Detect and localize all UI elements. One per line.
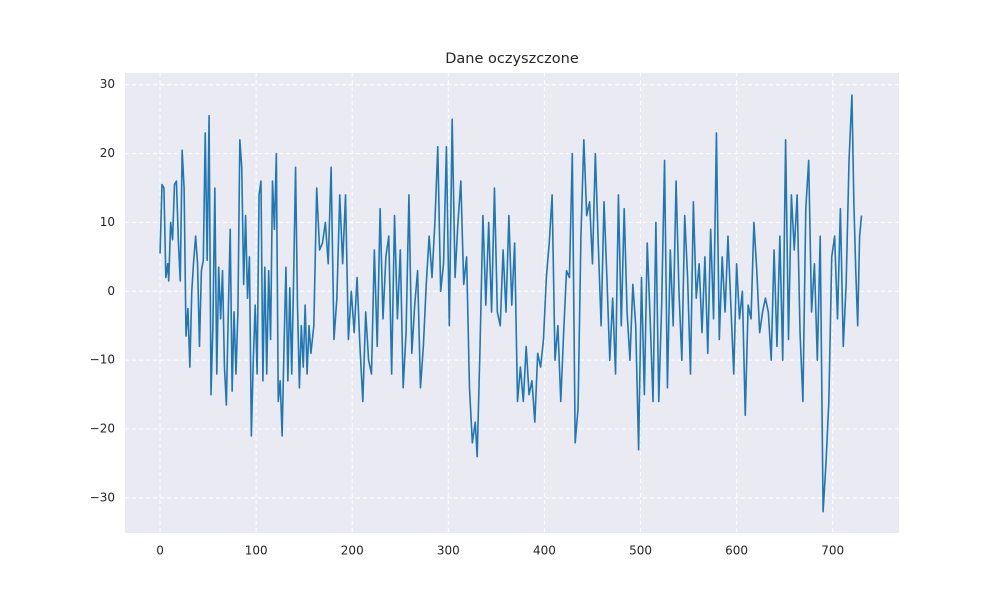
chart-title: Dane oczyszczone: [445, 51, 579, 67]
y-tick-label: 10: [100, 215, 115, 229]
x-tick-label: 0: [156, 544, 164, 558]
x-tick-label: 300: [437, 544, 460, 558]
y-tick-label: −20: [90, 422, 115, 436]
y-tick-label: −10: [90, 353, 115, 367]
y-tick-label: 0: [107, 284, 115, 298]
x-tick-label: 500: [629, 544, 652, 558]
y-tick-label: 30: [100, 77, 115, 91]
data-line: [159, 94, 863, 513]
x-tick-label: 200: [341, 544, 364, 558]
y-tick-label: 20: [100, 146, 115, 160]
y-tick-label: −30: [90, 490, 115, 504]
x-tick-label: 100: [245, 544, 268, 558]
x-tick-label: 600: [725, 544, 748, 558]
x-tick-label: 700: [821, 544, 844, 558]
x-tick-label: 400: [533, 544, 556, 558]
